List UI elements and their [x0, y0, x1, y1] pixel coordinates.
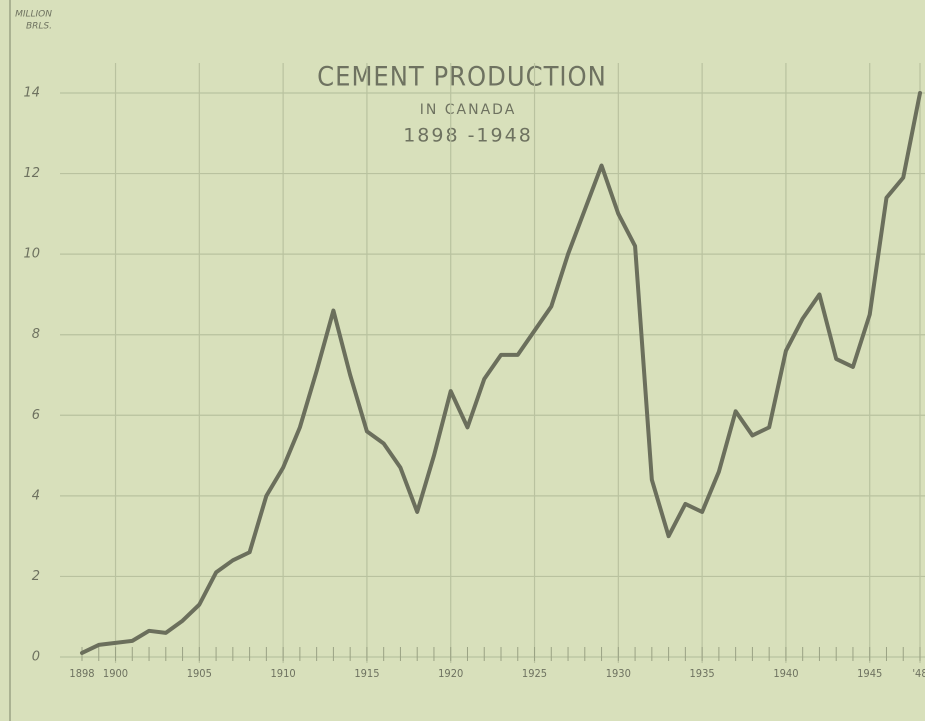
x-tick-label: 1898 [69, 667, 94, 680]
x-tick-label: 1925 [522, 667, 547, 680]
x-tick-label: 1940 [773, 667, 798, 680]
chart-subtitle: IN CANADA [420, 102, 517, 118]
x-tick-label: 1905 [187, 667, 212, 680]
chart-period: 1898 -1948 [403, 125, 533, 147]
y-tick-label: 14 [23, 86, 40, 101]
x-tick-label: '48 [912, 667, 925, 680]
x-tick-label: 1900 [103, 667, 128, 680]
y-tick-label: 12 [23, 166, 40, 181]
y-tick-label: 10 [23, 247, 40, 262]
y-tick-label: 4 [32, 488, 40, 503]
y-label: MILLION [15, 10, 52, 20]
x-tick-label: 1915 [354, 667, 379, 680]
x-tick-label: 1910 [271, 667, 296, 680]
y-tick-label: 6 [32, 408, 40, 423]
y-tick-label: 8 [32, 327, 40, 342]
y-label: BRLS. [26, 22, 52, 32]
chart-title: CEMENT PRODUCTION [317, 62, 607, 93]
y-tick-label: 2 [32, 569, 40, 584]
x-tick-label: 1920 [438, 667, 463, 680]
data-line [80, 91, 922, 655]
x-tick-label: 1930 [606, 667, 631, 680]
y-tick-label: 0 [32, 650, 40, 665]
x-tick-label: 1945 [857, 667, 882, 680]
x-tick-label: 1935 [690, 667, 715, 680]
